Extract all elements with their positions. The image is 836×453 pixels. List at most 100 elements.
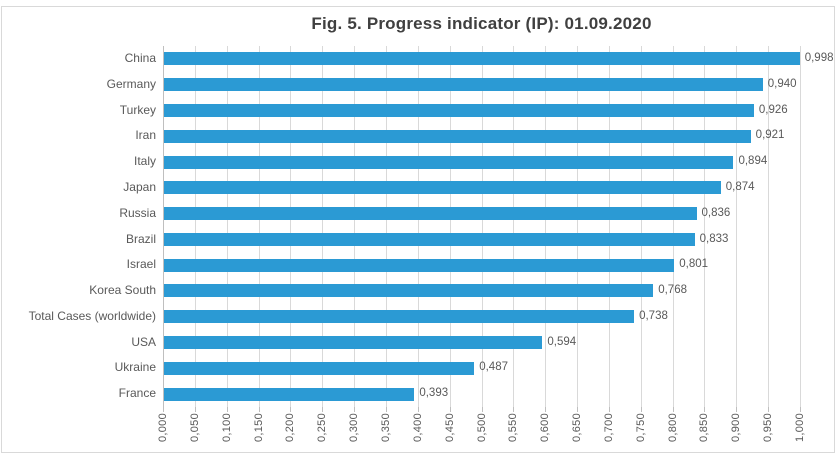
x-axis-tick bbox=[672, 407, 674, 412]
gridline bbox=[577, 46, 579, 407]
bar bbox=[164, 181, 721, 195]
gridline bbox=[545, 46, 547, 407]
bar bbox=[164, 155, 734, 169]
x-tick-label-text: 0,650 bbox=[571, 413, 584, 443]
x-tick-label-text: 0,500 bbox=[475, 413, 488, 443]
x-axis-tick bbox=[481, 407, 483, 412]
x-axis-tick bbox=[577, 407, 579, 412]
bar bbox=[164, 258, 675, 272]
value-label: 0,836 bbox=[701, 206, 731, 219]
category-label: Israel bbox=[126, 257, 156, 272]
x-tick-label-text: 0,600 bbox=[539, 413, 552, 443]
gridline bbox=[608, 46, 610, 407]
x-tick-label-text: 0,350 bbox=[379, 413, 392, 443]
chart-title: Fig. 5. Progress indicator (IP): 01.09.2… bbox=[311, 14, 652, 33]
gridline bbox=[513, 46, 515, 407]
x-tick-label-text: 0,850 bbox=[698, 413, 711, 443]
gridline bbox=[704, 46, 706, 407]
x-tick-label: 0,000 bbox=[155, 413, 171, 453]
x-tick-label-text: 0,950 bbox=[762, 413, 775, 443]
x-tick-label: 0,850 bbox=[696, 413, 712, 453]
x-tick-label-text: 0,750 bbox=[634, 413, 647, 443]
x-tick-label: 0,550 bbox=[505, 413, 521, 453]
bar bbox=[164, 78, 763, 92]
category-label: China bbox=[124, 51, 156, 65]
value-label: 0,801 bbox=[679, 258, 709, 271]
x-tick-label: 0,700 bbox=[601, 413, 617, 453]
bar bbox=[164, 52, 800, 66]
x-tick-label-text: 0,200 bbox=[284, 413, 297, 443]
value-label: 0,738 bbox=[639, 309, 668, 322]
value-label: 0,594 bbox=[547, 335, 577, 348]
x-tick-label: 0,400 bbox=[410, 413, 426, 453]
gridline bbox=[258, 46, 260, 407]
x-axis-tick bbox=[704, 407, 706, 412]
x-tick-label-text: 0,550 bbox=[507, 413, 520, 443]
gridline bbox=[417, 46, 419, 407]
x-axis-tick bbox=[226, 407, 228, 412]
value-label: 0,487 bbox=[479, 361, 508, 374]
bar bbox=[164, 207, 697, 221]
x-tick-label-text: 0,250 bbox=[316, 413, 329, 443]
x-tick-label: 0,950 bbox=[760, 413, 776, 453]
x-tick-label: 0,200 bbox=[282, 413, 298, 453]
category-label: Italy bbox=[133, 154, 156, 169]
value-label: 0,926 bbox=[758, 103, 788, 116]
category-label: France bbox=[118, 386, 156, 401]
bar bbox=[164, 232, 695, 246]
x-tick-label: 0,100 bbox=[219, 413, 235, 453]
x-tick-label: 0,450 bbox=[442, 413, 458, 453]
x-tick-label: 0,900 bbox=[728, 413, 744, 453]
x-tick-label-text: 0,000 bbox=[157, 413, 169, 443]
x-axis-tick bbox=[354, 407, 356, 412]
category-label: Russia bbox=[119, 205, 156, 220]
x-tick-label-text: 0,300 bbox=[348, 413, 361, 443]
x-axis-tick bbox=[163, 407, 164, 412]
x-axis-tick bbox=[545, 407, 547, 412]
value-label: 0,833 bbox=[699, 232, 729, 245]
x-axis-tick bbox=[768, 407, 770, 412]
x-tick-label: 0,300 bbox=[346, 413, 362, 453]
gridline bbox=[481, 46, 483, 407]
x-tick-label-text: 1,000 bbox=[794, 413, 806, 443]
category-label: Ukraine bbox=[114, 360, 156, 375]
bar bbox=[164, 284, 654, 298]
bar bbox=[164, 336, 543, 350]
x-tick-label-text: 0,700 bbox=[602, 413, 615, 443]
x-axis-tick bbox=[194, 407, 196, 412]
gridline bbox=[449, 46, 451, 407]
x-axis-tick bbox=[640, 407, 642, 412]
value-label: 0,998 bbox=[804, 52, 834, 64]
x-axis-tick bbox=[322, 407, 324, 412]
value-label: 0,393 bbox=[419, 387, 449, 400]
value-label: 0,921 bbox=[755, 129, 785, 142]
category-label: Brazil bbox=[125, 231, 156, 246]
x-tick-label: 0,250 bbox=[314, 413, 330, 453]
value-label: 0,874 bbox=[725, 180, 755, 193]
x-tick-label: 1,000 bbox=[792, 413, 808, 453]
x-axis-tick bbox=[385, 407, 387, 412]
x-tick-label: 0,350 bbox=[378, 413, 394, 453]
x-tick-label-text: 0,400 bbox=[411, 413, 424, 443]
gridline bbox=[768, 46, 770, 407]
x-axis-tick bbox=[258, 407, 260, 412]
gridline bbox=[322, 46, 324, 407]
bar bbox=[164, 103, 754, 117]
value-label: 0,940 bbox=[767, 77, 797, 90]
x-tick-label: 0,600 bbox=[537, 413, 553, 453]
x-tick-label-text: 0,900 bbox=[730, 413, 743, 443]
category-label: Japan bbox=[123, 179, 156, 194]
gridline bbox=[640, 46, 642, 407]
value-label: 0,768 bbox=[658, 284, 687, 297]
x-tick-label: 0,150 bbox=[251, 413, 267, 453]
x-axis-tick bbox=[800, 407, 801, 412]
gridline bbox=[226, 46, 228, 407]
gridline bbox=[800, 46, 801, 407]
x-axis-tick bbox=[449, 407, 451, 412]
category-label: Germany bbox=[106, 76, 156, 91]
x-tick-label: 0,500 bbox=[474, 413, 490, 453]
gridline bbox=[736, 46, 738, 407]
x-tick-label-text: 0,800 bbox=[666, 413, 679, 443]
bar bbox=[164, 129, 751, 143]
